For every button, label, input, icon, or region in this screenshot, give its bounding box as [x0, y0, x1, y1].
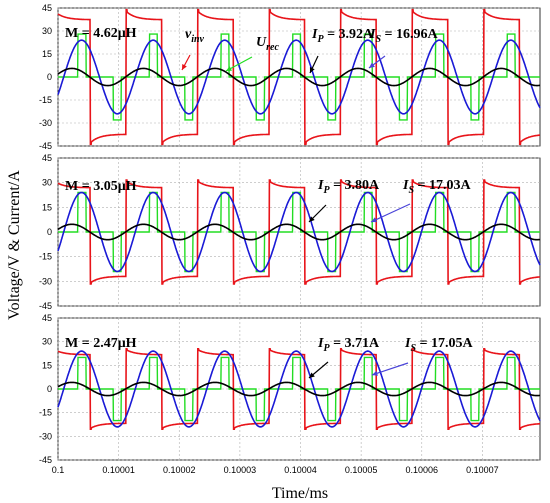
y-tick-label: 15	[42, 49, 52, 59]
y-tick-label: 30	[42, 337, 52, 347]
y-tick-label: 15	[42, 202, 52, 212]
y-tick-label: 45	[42, 3, 52, 13]
primary-current-label: IP = 3.80A	[317, 178, 380, 196]
inductance-label: M = 3.05μH	[65, 179, 137, 194]
x-axis-title: Time/ms	[272, 485, 328, 502]
secondary-current-arrow-head	[369, 62, 375, 68]
panel-3: 45 30 15 0 -15 -30 -45 M = 2.47μH IP = 3.71A IS =…	[39, 313, 541, 475]
series-i-p	[57, 381, 540, 397]
u-rec-label: Urec	[256, 35, 279, 53]
x-tick-label: 0.1	[52, 465, 65, 475]
primary-current-arrow-head	[309, 216, 315, 222]
series-i-s	[57, 350, 541, 428]
x-tick-label: 0.10004	[284, 465, 317, 475]
u-rec-arrow-head	[226, 66, 232, 71]
secondary-current-arrow-head	[371, 217, 377, 223]
series-i-s	[57, 191, 541, 273]
y-tick-label: 45	[42, 313, 52, 323]
secondary-current-arrow	[371, 362, 409, 376]
series-i-p	[57, 223, 541, 241]
y-tick-label: -30	[39, 118, 52, 128]
inductance-label: M = 2.47μH	[65, 336, 137, 351]
primary-current-label: IP = 3.92A	[311, 27, 374, 45]
secondary-current-arrow	[370, 203, 411, 223]
y-tick-label: -30	[39, 431, 52, 441]
y-tick-label: -30	[39, 276, 52, 286]
inductance-label: M = 4.62μH	[65, 26, 137, 41]
y-tick-label: -45	[39, 301, 52, 311]
panel-2: 45 30 15 0 -15 -30 -45 M = 3.05μH IP = 3.80A IS =…	[39, 153, 541, 311]
y-tick-label: 30	[42, 178, 52, 188]
y-tick-label: -15	[39, 95, 52, 105]
primary-current-arrow-head	[309, 372, 315, 378]
series-u-rec	[58, 191, 540, 273]
secondary-current-label: IS = 17.03A	[402, 178, 471, 196]
secondary-current-label: IS = 16.96A	[369, 27, 438, 45]
x-tick-label: 0.10006	[406, 465, 439, 475]
x-tick-label: 0.10003	[224, 465, 257, 475]
primary-current-arrow-head	[309, 67, 315, 73]
y-tick-label: 0	[47, 384, 52, 394]
series-u-rec	[58, 356, 540, 422]
primary-current-label: IP = 3.71A	[317, 336, 380, 354]
x-tick-label: 0.10007	[466, 465, 499, 475]
y-tick-label: -15	[39, 252, 52, 262]
series-u-rec	[58, 33, 540, 121]
secondary-current-label: IS = 17.05A	[404, 336, 473, 354]
y-tick-label: -45	[39, 141, 52, 151]
x-tick-label: 0.10001	[102, 465, 135, 475]
v-inv-label: vinv	[185, 27, 205, 45]
secondary-current-arrow-head	[372, 370, 378, 376]
y-tick-label: 15	[42, 360, 52, 370]
series-v-inv	[57, 179, 541, 285]
y-tick-label: 0	[47, 227, 52, 237]
y-tick-label: 0	[47, 72, 52, 82]
x-tick-label: 0.10005	[345, 465, 378, 475]
y-tick-label: 30	[42, 26, 52, 36]
x-tick-label: 0.10002	[163, 465, 196, 475]
series-v-inv	[57, 347, 540, 431]
y-tick-label: 45	[42, 153, 52, 163]
y-axis-title: Voltage/V & Current/A	[6, 170, 23, 320]
series-v-inv	[57, 8, 540, 146]
v-inv-arrow-head	[182, 64, 187, 70]
y-tick-label: -45	[39, 455, 52, 465]
y-tick-label: -15	[39, 408, 52, 418]
series-i-p	[57, 67, 540, 87]
